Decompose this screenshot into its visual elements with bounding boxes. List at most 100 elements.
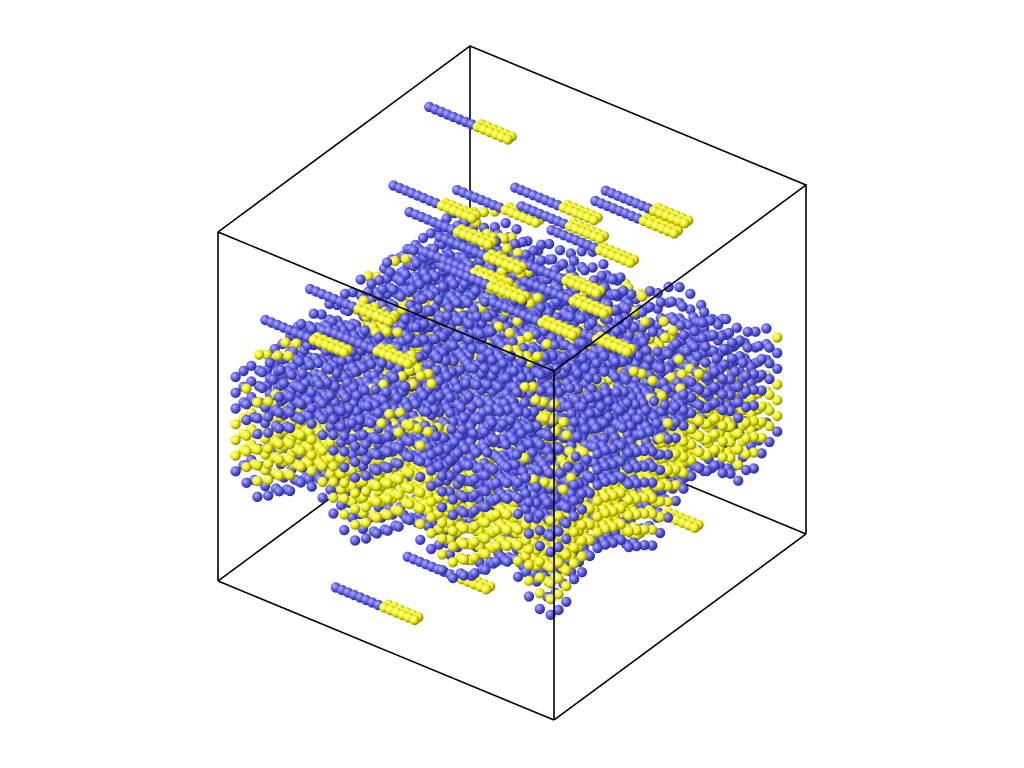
atom	[528, 245, 539, 256]
atom	[524, 298, 536, 309]
atom	[748, 368, 759, 380]
atom	[454, 364, 465, 376]
atom	[432, 353, 444, 364]
atom	[701, 465, 713, 477]
atom	[617, 356, 629, 367]
atom	[554, 387, 565, 398]
atom	[385, 267, 396, 278]
atom	[442, 311, 453, 322]
atom	[699, 307, 710, 318]
atom	[725, 405, 736, 417]
atom	[674, 281, 685, 293]
atom	[448, 279, 460, 290]
atom	[295, 461, 306, 472]
atom	[252, 413, 263, 424]
atom	[568, 255, 580, 266]
atom	[726, 353, 738, 364]
atom	[647, 540, 658, 551]
atom	[772, 426, 783, 437]
atom	[252, 491, 263, 502]
atom	[618, 285, 629, 296]
atom	[764, 405, 775, 416]
atom	[726, 337, 738, 348]
atom	[360, 533, 372, 544]
atom	[725, 452, 736, 464]
atom	[470, 285, 481, 297]
atom	[441, 213, 452, 224]
atom	[713, 319, 724, 330]
atom	[748, 447, 759, 458]
atom	[471, 311, 483, 322]
atom	[587, 317, 598, 328]
atom	[306, 450, 317, 461]
atom	[717, 467, 728, 479]
atom	[418, 318, 430, 330]
atom	[561, 362, 573, 373]
atom	[750, 326, 761, 337]
atom	[426, 318, 438, 329]
atom	[644, 301, 656, 313]
atom	[587, 262, 598, 273]
atom	[230, 371, 241, 383]
atom	[709, 460, 720, 471]
atom	[731, 322, 742, 333]
atom	[549, 339, 560, 351]
atom	[577, 337, 588, 349]
atom	[572, 384, 584, 395]
atom	[411, 258, 422, 269]
atom	[565, 311, 576, 322]
atom	[740, 449, 752, 460]
atom	[414, 351, 425, 362]
atom	[660, 332, 671, 344]
atom	[689, 341, 700, 353]
atom	[772, 410, 783, 422]
atom	[440, 355, 451, 367]
atom	[772, 347, 783, 359]
atom	[652, 346, 663, 357]
atom	[464, 318, 475, 330]
atom	[675, 320, 686, 331]
atom	[520, 249, 531, 260]
atom	[756, 385, 767, 396]
atom	[644, 354, 655, 365]
atom	[263, 396, 274, 407]
atom	[588, 215, 599, 226]
atom	[764, 358, 775, 369]
atom	[626, 289, 637, 300]
atom	[437, 331, 448, 342]
atom	[261, 349, 273, 360]
atom	[366, 278, 377, 289]
atom	[772, 379, 783, 390]
atom	[478, 206, 490, 218]
atom	[756, 353, 767, 365]
atom	[278, 378, 290, 389]
atom	[507, 336, 518, 348]
atom	[316, 309, 327, 320]
atom	[756, 448, 767, 459]
atom	[772, 395, 783, 406]
atom	[546, 386, 557, 397]
atom	[429, 333, 441, 345]
atom	[512, 316, 523, 327]
atom	[376, 357, 388, 369]
atom	[654, 527, 666, 539]
atom	[453, 331, 464, 343]
atom	[636, 368, 647, 379]
atom	[577, 353, 588, 364]
atom	[748, 431, 759, 443]
atom	[230, 403, 241, 414]
atom	[359, 325, 371, 336]
atom	[317, 476, 328, 488]
atom	[230, 434, 241, 446]
atom	[253, 349, 265, 360]
atom	[230, 387, 241, 398]
atom	[772, 332, 783, 343]
atom	[756, 432, 767, 443]
atom	[733, 428, 744, 439]
atom	[748, 463, 759, 474]
atom	[670, 495, 681, 507]
atom	[317, 492, 328, 503]
atom	[705, 315, 716, 326]
atom	[502, 134, 514, 145]
atom	[764, 436, 775, 448]
